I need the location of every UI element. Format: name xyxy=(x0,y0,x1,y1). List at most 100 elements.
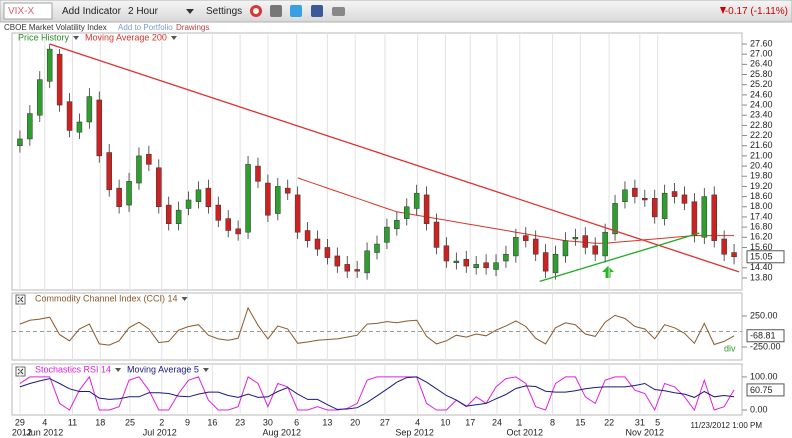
y-tick-label: 21.60 xyxy=(750,140,773,150)
candle-body xyxy=(731,252,737,258)
x-month-label: Sep 2012 xyxy=(395,427,434,437)
print-icon[interactable] xyxy=(270,5,282,17)
candle-body xyxy=(136,155,142,184)
candle-body xyxy=(423,194,430,224)
candle-body xyxy=(651,198,658,218)
dropdown-arrow[interactable] xyxy=(186,9,194,14)
candle-body xyxy=(404,206,410,219)
candle-body xyxy=(37,79,43,116)
x-month-label: 2012 xyxy=(12,427,32,437)
candle-body xyxy=(66,101,73,131)
close-box-x xyxy=(17,368,24,375)
y-tick-label: 20.40 xyxy=(750,160,773,170)
candle-body xyxy=(671,191,678,197)
candle-body xyxy=(165,204,172,224)
x-month-label: Aug 2012 xyxy=(263,427,302,437)
candle-body xyxy=(205,187,212,208)
x-tick-label: 10 xyxy=(440,417,450,427)
candle-body xyxy=(46,48,53,82)
candle-body xyxy=(106,152,112,191)
interval-select[interactable]: 2 Hour xyxy=(128,6,159,17)
candle-body xyxy=(612,203,618,235)
candle-body xyxy=(27,113,33,140)
candle-body xyxy=(691,201,698,236)
y-tick-label: 22.20 xyxy=(750,130,773,140)
y-tick-label: 27.00 xyxy=(750,49,773,59)
candle-body xyxy=(284,187,291,194)
candle-body xyxy=(96,99,103,157)
x-tick-label: 18 xyxy=(95,417,105,427)
y-tick-label: 18.60 xyxy=(750,191,773,201)
candle-body xyxy=(215,204,222,221)
candle-body xyxy=(364,250,370,274)
candle-body xyxy=(721,238,727,255)
x-tick-label: 6 xyxy=(294,417,299,427)
drawings-link[interactable]: Drawings xyxy=(176,23,209,32)
candle-body xyxy=(483,262,489,269)
legend-entry[interactable]: Stochastics RSI 14 xyxy=(35,364,111,374)
y-tick-label: 250.00 xyxy=(750,310,778,320)
legend-entry[interactable]: Price History xyxy=(18,32,70,42)
last-value-box xyxy=(746,383,785,397)
x-tick-label: 22 xyxy=(604,417,614,427)
y-tick-label: 19.80 xyxy=(750,171,773,181)
trend-line xyxy=(539,232,700,282)
legend-dropdown xyxy=(115,368,122,372)
candle-body xyxy=(433,221,440,248)
y-tick-label: 24.00 xyxy=(750,99,773,109)
legend-dropdown xyxy=(202,368,209,372)
x-tick-label: 25 xyxy=(125,417,135,427)
legend-entry[interactable]: Commodity Channel Index (CCI) 14 xyxy=(35,293,178,303)
indicator-line xyxy=(19,375,735,412)
candle-body xyxy=(195,189,202,202)
y-tick-label: 17.40 xyxy=(750,211,773,221)
candle-body xyxy=(294,194,301,233)
y-tick-label: 26.40 xyxy=(750,59,773,69)
x-tick-label: 4 xyxy=(42,417,47,427)
add-to-portfolio-link[interactable]: Add to Portfolio xyxy=(118,23,173,32)
candle-body xyxy=(493,262,499,270)
x-tick-label: 20 xyxy=(350,417,360,427)
y-tick-label: 0.00 xyxy=(750,404,768,414)
y-tick-label: 19.20 xyxy=(750,181,773,191)
legend-entry[interactable]: Moving Average 200 xyxy=(85,32,167,42)
candle-body xyxy=(17,138,23,146)
toolbar xyxy=(0,0,792,23)
facebook-icon[interactable] xyxy=(311,5,323,17)
alert-icon-face xyxy=(253,8,259,14)
symbol[interactable]: VIX-X xyxy=(8,6,34,17)
candle-body xyxy=(334,255,341,267)
candle-body xyxy=(602,231,608,257)
settings-button[interactable]: Settings xyxy=(206,6,242,17)
candle-body xyxy=(245,164,251,233)
twitter-icon[interactable] xyxy=(290,5,302,17)
indicator-line xyxy=(19,306,735,346)
panel-frame xyxy=(11,32,743,291)
candle-body xyxy=(503,253,509,262)
add-indicator-button[interactable]: Add Indicator xyxy=(62,6,122,17)
x-tick-label: 1 xyxy=(517,417,522,427)
legend-entry[interactable]: Moving Average 5 xyxy=(127,364,199,374)
y-tick-label: 16.20 xyxy=(750,232,773,242)
camera-icon[interactable] xyxy=(332,7,345,16)
trend-line xyxy=(49,43,740,273)
candle-body xyxy=(572,237,579,240)
y-tick-label: 23.40 xyxy=(750,110,773,120)
candle-body xyxy=(314,238,321,250)
candle-body xyxy=(552,253,559,274)
symbol-input[interactable] xyxy=(3,2,53,20)
x-tick-label: 2 xyxy=(159,417,164,427)
candle-body xyxy=(384,226,390,243)
candle-body xyxy=(463,259,470,267)
candle-body xyxy=(661,192,668,219)
x-month-label: Jun 2012 xyxy=(26,427,63,437)
candle-body xyxy=(344,264,350,272)
instrument-name: CBOE Market Volatility Index xyxy=(4,23,107,32)
candle-body xyxy=(532,238,539,255)
candle-body xyxy=(265,182,271,216)
y-tick-label: 27.60 xyxy=(750,38,773,48)
candle-body xyxy=(523,235,529,241)
candle-body xyxy=(681,194,688,204)
y-tick-label: 16.80 xyxy=(750,221,773,231)
candle-body xyxy=(255,165,261,182)
